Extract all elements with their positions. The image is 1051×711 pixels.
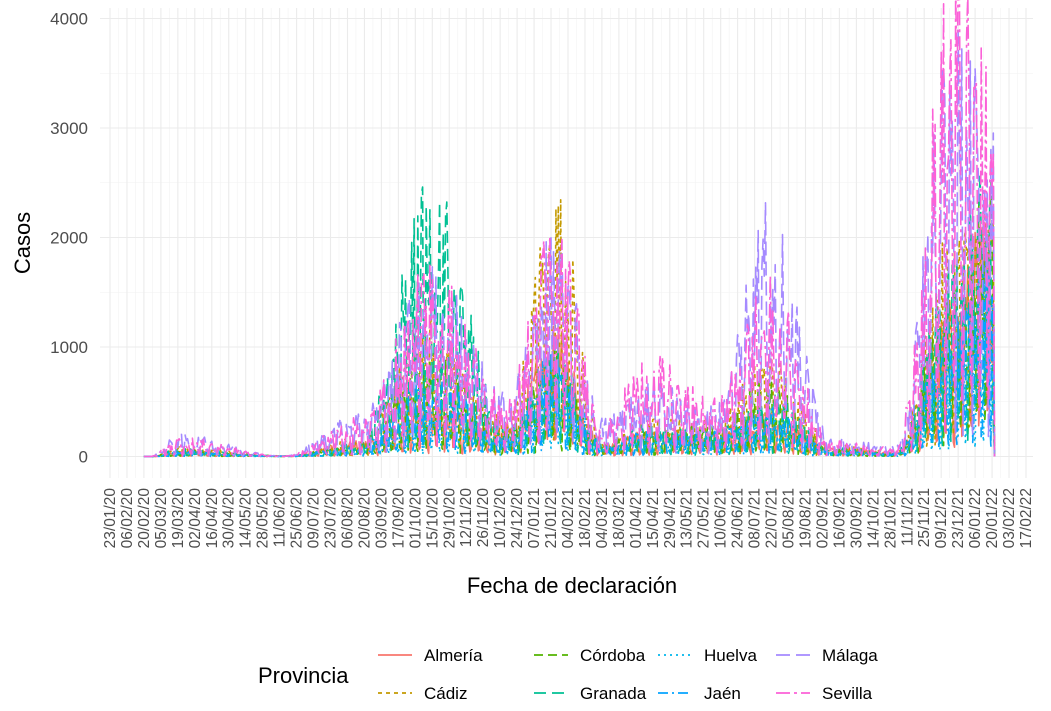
x-tick-label: 29/04/21 [662,488,679,548]
x-tick-label: 15/04/21 [645,488,662,548]
y-tick-label: 0 [79,448,88,467]
legend-label: Córdoba [580,646,646,665]
legend-label: Huelva [704,646,757,665]
y-axis-title: Casos [10,212,35,274]
legend-label: Sevilla [822,684,873,703]
x-tick-label: 14/05/20 [238,488,255,549]
x-tick-label: 23/12/21 [950,488,967,548]
x-tick-label: 04/02/21 [560,488,577,548]
x-tick-label: 06/08/20 [339,488,356,549]
x-tick-label: 11/11/21 [899,488,916,546]
x-tick-label: 01/10/20 [407,488,424,549]
x-tick-label: 27/05/21 [696,488,713,548]
x-tick-label: 05/08/21 [781,488,798,548]
legend-title: Provincia [258,663,349,688]
x-tick-label: 22/07/21 [764,488,781,548]
x-tick-label: 16/04/20 [204,488,221,549]
x-axis-title: Fecha de declaración [467,573,677,598]
x-tick-label: 08/07/21 [747,488,764,548]
x-tick-label: 30/09/21 [848,488,865,548]
x-tick-label: 23/01/20 [102,488,119,549]
x-tick-label: 17/02/22 [1018,488,1035,548]
x-tick-label: 13/05/21 [679,488,696,548]
x-tick-label: 18/02/21 [577,488,594,548]
x-tick-label: 01/04/21 [628,488,645,548]
x-tick-label: 06/02/20 [119,488,136,549]
series-line [143,199,996,458]
x-tick-label: 18/03/21 [611,488,628,548]
x-tick-label: 05/03/20 [153,488,170,549]
y-tick-label: 2000 [50,229,88,248]
x-tick-label: 28/05/20 [255,488,272,549]
x-tick-label: 09/12/21 [933,488,950,548]
x-tick-label: 15/10/20 [424,488,441,549]
x-axis-ticks: 23/01/20 06/02/20 20/02/20 05/03/20 19/03/20… [102,488,1035,549]
legend-label: Almería [424,646,483,665]
x-tick-label: 04/03/21 [594,488,611,548]
series-line [143,265,996,458]
grid-major [100,8,1033,478]
x-tick-label: 25/06/20 [289,488,306,549]
x-tick-label: 03/09/20 [373,488,390,549]
y-tick-label: 4000 [50,10,88,29]
x-tick-label: 25/11/21 [916,488,933,547]
x-tick-label: 21/01/21 [543,488,560,548]
x-tick-label: 06/01/22 [967,488,984,548]
y-axis-ticks: 0 1000 2000 3000 4000 [50,10,88,467]
x-tick-label: 20/01/22 [984,488,1001,548]
x-tick-label: 29/10/20 [441,488,458,549]
x-tick-label: 02/04/20 [187,488,204,549]
x-tick-label: 10/06/21 [713,488,730,548]
x-tick-label: 07/01/21 [526,488,543,548]
series-line [143,0,996,458]
x-tick-label: 24/12/20 [509,488,526,549]
legend-label: Granada [580,684,647,703]
x-tick-label: 24/06/21 [730,488,747,548]
x-tick-label: 20/08/20 [356,488,373,549]
y-tick-label: 1000 [50,338,88,357]
x-tick-label: 02/09/21 [814,488,831,548]
x-tick-label: 20/02/20 [136,488,153,549]
x-tick-label: 11/06/20 [272,488,289,548]
x-tick-label: 19/08/21 [797,488,814,548]
legend: Almería Cádiz Córdoba Granada Huelva Jaén Mála… [378,646,878,703]
y-tick-label: 3000 [50,119,88,138]
legend-label: Jaén [704,684,741,703]
x-tick-label: 26/11/20 [475,488,492,548]
x-tick-label: 09/07/20 [306,488,323,549]
x-tick-label: 30/04/20 [221,488,238,549]
x-tick-label: 12/11/20 [458,488,475,548]
x-tick-label: 16/09/21 [831,488,848,548]
x-tick-label: 23/07/20 [323,488,340,549]
x-tick-label: 10/12/20 [492,488,509,549]
series-line [143,27,996,458]
series-layer [143,0,996,458]
x-tick-label: 17/09/20 [390,488,407,549]
legend-label: Málaga [822,646,878,665]
x-tick-label: 28/10/21 [882,488,899,548]
x-tick-label: 14/10/21 [865,488,882,548]
x-tick-label: 03/02/22 [1001,488,1018,548]
legend-label: Cádiz [424,684,467,703]
x-tick-label: 19/03/20 [170,488,187,549]
